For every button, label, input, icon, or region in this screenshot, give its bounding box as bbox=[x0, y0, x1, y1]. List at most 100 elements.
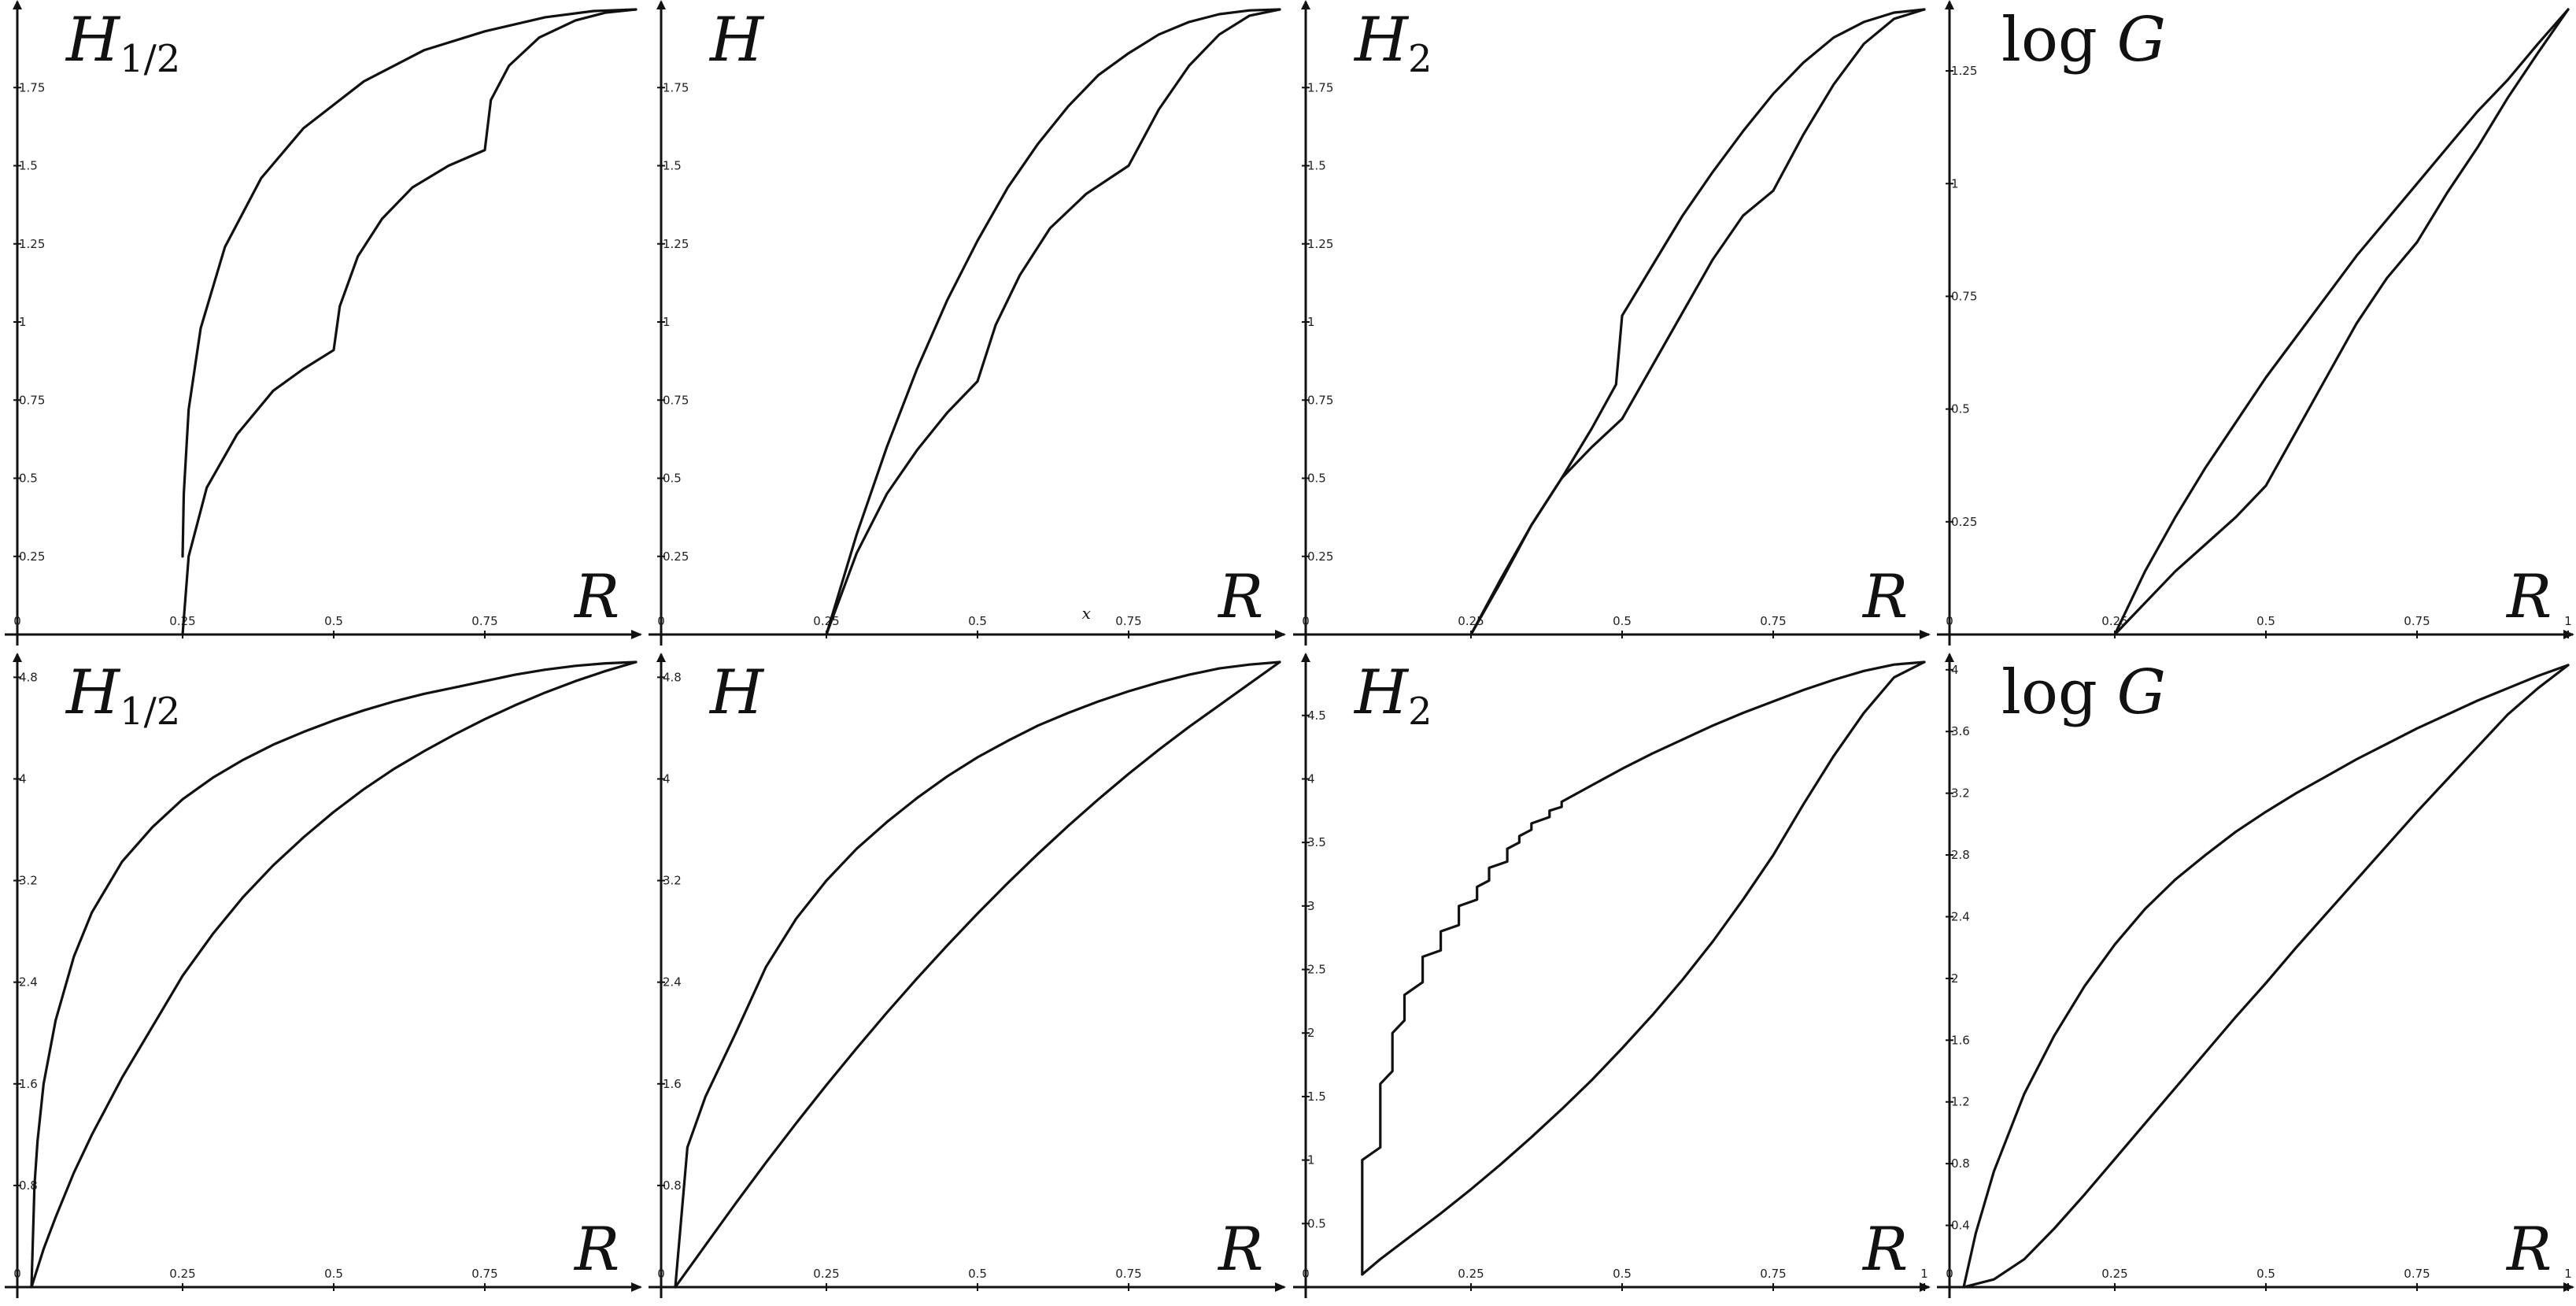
y-tick-label: 3.5 bbox=[1307, 835, 1326, 849]
x-tick-label: 0.75 bbox=[2404, 1267, 2430, 1281]
x-axis-label: R bbox=[1863, 561, 1909, 631]
x-tick-label: 0.5 bbox=[968, 614, 987, 628]
y-tick-label: 4.8 bbox=[19, 670, 38, 684]
y-tick-label: 0.75 bbox=[1951, 289, 1977, 303]
x-axis-label: R bbox=[575, 561, 620, 631]
y-tick-label: 4 bbox=[1307, 771, 1315, 786]
y-tick-label: 3.2 bbox=[663, 874, 682, 888]
title-subscript: 1/2 bbox=[120, 37, 181, 81]
x-axis-label: R bbox=[2507, 1214, 2552, 1284]
x-tick-label: 0 bbox=[657, 614, 665, 628]
x-tick-label: 1 bbox=[1920, 1267, 1928, 1281]
y-tick-label: 2.8 bbox=[1951, 848, 1970, 862]
y-tick-label: 1 bbox=[19, 315, 27, 329]
y-axis-arrow bbox=[656, 653, 666, 662]
chart-panel: 0 0.25 0.5 0.75 0.8 1.6 2.4 3.2 4 4.8 H R bbox=[644, 653, 1288, 1305]
y-tick-label: 3.2 bbox=[1951, 786, 1970, 801]
x-tick-label: 0.75 bbox=[471, 1267, 497, 1281]
y-tick-label: 0.25 bbox=[19, 549, 45, 564]
y-tick-label: 2 bbox=[1951, 971, 1959, 986]
y-tick-label: 1.5 bbox=[1307, 159, 1326, 173]
x-axis-arrow bbox=[631, 1282, 642, 1292]
y-tick-label: 1.25 bbox=[1307, 237, 1333, 251]
y-tick-label: 1 bbox=[663, 315, 671, 329]
y-tick-label: 1.25 bbox=[663, 237, 689, 251]
x-axis-arrow bbox=[1920, 630, 1931, 639]
y-tick-label: 0.4 bbox=[1951, 1219, 1970, 1233]
x-tick-label: 0.25 bbox=[1458, 1267, 1484, 1281]
x-axis-arrow bbox=[1275, 630, 1286, 639]
x-tick-label: 0.75 bbox=[1760, 1267, 1786, 1281]
y-tick-label: 0.75 bbox=[1307, 393, 1333, 407]
panel-title: H bbox=[710, 662, 763, 723]
y-tick-label: 0.25 bbox=[1951, 515, 1977, 529]
panel-title: log G bbox=[2001, 662, 2166, 723]
chart-svg: 0 0.25 0.5 0.75 1 0.25 0.5 0.75 1 1.25 bbox=[1937, 0, 2574, 646]
y-tick-label: 0.25 bbox=[663, 549, 689, 564]
x-tick-label: 0.25 bbox=[2101, 614, 2127, 628]
x-tick-label: 0 bbox=[13, 614, 21, 628]
title-symbol: G bbox=[2116, 5, 2166, 76]
x-tick-label: 0 bbox=[1302, 1267, 1310, 1281]
series-line-2 bbox=[674, 660, 1281, 1289]
y-tick-label: 4 bbox=[19, 771, 27, 786]
x-tick-label: 0.5 bbox=[2256, 614, 2275, 628]
chart-panel: 0 0.25 0.5 0.75 0.25 0.5 0.75 1 1.25 1.5 1.75 H1/2 R bbox=[0, 0, 644, 653]
chart-svg: 0 0.25 0.5 0.75 0.8 1.6 2.4 3.2 4 4.8 bbox=[649, 653, 1286, 1298]
y-tick-label: 1.6 bbox=[1951, 1033, 1970, 1047]
x-axis-label: R bbox=[1863, 1214, 1909, 1284]
title-subscript: 2 bbox=[1408, 690, 1432, 734]
y-tick-label: 1 bbox=[1307, 315, 1315, 329]
y-tick-label: 0.75 bbox=[19, 393, 45, 407]
x-tick-label: 0.5 bbox=[1613, 614, 1632, 628]
panel-title: log G bbox=[2001, 9, 2166, 71]
panel-title: H2 bbox=[1355, 662, 1432, 731]
chart-panel: 0 0.25 0.5 0.75 1 0.25 0.5 0.75 1 1.25 log G R bbox=[1932, 0, 2576, 653]
y-axis-arrow bbox=[13, 0, 22, 9]
y-tick-label: 0.5 bbox=[663, 472, 682, 486]
title-subscript: 1/2 bbox=[120, 690, 181, 734]
series-line-1 bbox=[1962, 664, 2570, 1289]
y-tick-label: 1 bbox=[1307, 1153, 1315, 1167]
series-line-2 bbox=[181, 8, 638, 636]
series-line-1 bbox=[181, 8, 638, 558]
title-symbol: H bbox=[66, 5, 120, 76]
title-function: log bbox=[2001, 657, 2117, 728]
series-line-1 bbox=[1469, 8, 1926, 636]
x-tick-label: 0.25 bbox=[169, 1267, 195, 1281]
x-tick-label: 0.25 bbox=[2101, 1267, 2127, 1281]
x-tick-label: 1 bbox=[2564, 1267, 2572, 1281]
y-tick-label: 2.5 bbox=[1307, 963, 1326, 977]
x-tick-label: 1 bbox=[2564, 614, 2572, 628]
x-tick-label: 0 bbox=[657, 1267, 665, 1281]
y-tick-label: 0.8 bbox=[19, 1178, 38, 1193]
series-line-2 bbox=[1361, 660, 1926, 1276]
y-axis-arrow bbox=[1301, 653, 1310, 662]
y-tick-label: 0.5 bbox=[1951, 402, 1970, 416]
y-tick-label: 4.5 bbox=[1307, 708, 1326, 723]
series-line-1 bbox=[2113, 8, 2570, 636]
y-tick-label: 1.75 bbox=[663, 80, 689, 94]
series-line-1 bbox=[825, 8, 1281, 636]
chart-svg: 0 0.25 0.5 0.75 1 0.4 0.8 1.2 1.6 2 2.4 2.8 3.2 3.6 4 bbox=[1937, 653, 2574, 1298]
y-tick-label: 0.8 bbox=[663, 1178, 682, 1193]
y-tick-label: 1.6 bbox=[19, 1077, 38, 1091]
y-tick-label: 0.25 bbox=[1307, 549, 1333, 564]
y-tick-label: 2 bbox=[1307, 1026, 1315, 1040]
series-line-2 bbox=[30, 660, 638, 1289]
chart-panel: 0 0.25 0.5 0.75 0.8 1.6 2.4 3.2 4 4.8 H1/2 R bbox=[0, 653, 644, 1305]
y-tick-label: 0.5 bbox=[1307, 472, 1326, 486]
chart-panel: 0 0.25 0.5 0.75 1 0.4 0.8 1.2 1.6 2 2.4 2.8 3.2 3.6 4 l… bbox=[1932, 653, 2576, 1305]
y-tick-label: 0.5 bbox=[1307, 1216, 1326, 1230]
title-subscript: 2 bbox=[1408, 37, 1432, 81]
y-tick-label: 3.6 bbox=[1951, 724, 1970, 738]
y-axis-arrow bbox=[13, 653, 22, 662]
x-tick-label: 0.5 bbox=[324, 614, 343, 628]
y-axis-arrow bbox=[656, 0, 666, 9]
x-tick-label: 0 bbox=[1302, 614, 1310, 628]
y-tick-label: 1.5 bbox=[663, 159, 682, 173]
y-axis-arrow bbox=[1945, 653, 1954, 662]
series-line-2 bbox=[825, 8, 1281, 636]
